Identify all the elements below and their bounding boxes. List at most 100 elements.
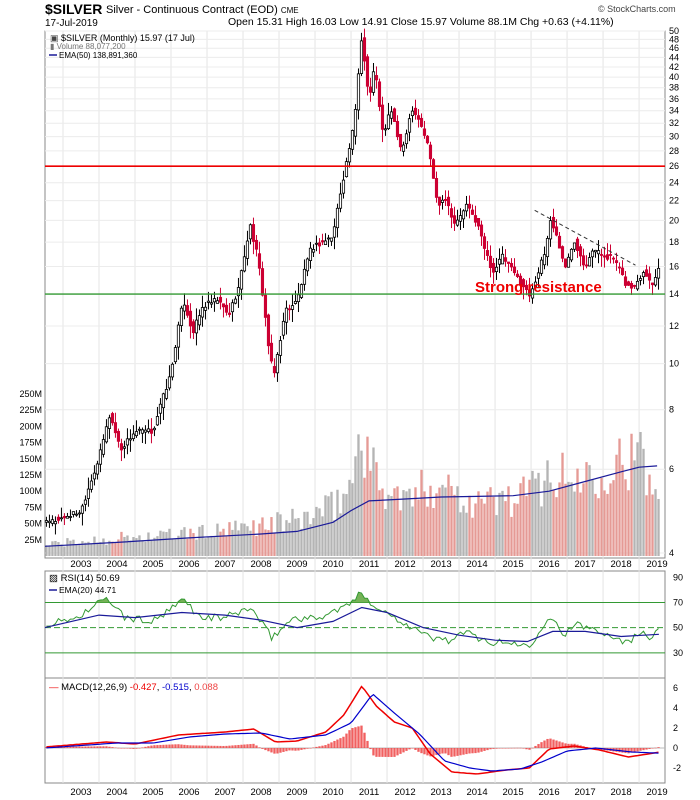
year-label-bottom: 2012: [394, 787, 415, 798]
candle-body: [305, 258, 310, 272]
macd-histogram-bar: [546, 738, 549, 748]
volume-bar: [501, 490, 504, 556]
price-legend-text: $SILVER (Monthly) 15.97 (17 Jul): [61, 33, 195, 43]
macd-histogram-bar: [525, 748, 528, 750]
macd-histogram-bar: [327, 743, 330, 748]
candle-body: [140, 429, 145, 434]
volume-bar: [93, 536, 96, 556]
macd-histogram-bar: [75, 746, 78, 748]
volume-bar: [381, 488, 384, 556]
candle-body: [317, 242, 322, 247]
volume-bar: [336, 489, 339, 556]
volume-bar: [570, 482, 573, 556]
macd-histogram-bar: [411, 748, 414, 749]
year-label-mid: 2010: [322, 559, 343, 570]
volume-bar: [183, 527, 186, 556]
candle-body: [482, 236, 487, 249]
volume-bar: [300, 528, 303, 556]
volume-bar: [513, 503, 516, 556]
volume-bar: [180, 529, 183, 556]
volume-bar: [261, 517, 264, 556]
macd-histogram-bar: [324, 745, 327, 748]
candle-body: [593, 249, 598, 253]
macd-histogram-bar: [627, 748, 630, 754]
macd-histogram-bar: [537, 744, 540, 748]
price-tick-label: 22: [669, 196, 679, 206]
year-label-bottom: 2008: [250, 787, 271, 798]
volume-bar: [186, 538, 189, 556]
macd-histogram-bar: [129, 748, 132, 749]
volume-bar: [162, 531, 165, 556]
rsi-tick-label: 30: [673, 648, 683, 658]
volume-bar: [429, 485, 432, 556]
volume-bar: [636, 442, 639, 556]
price-tick-label: 8: [669, 405, 674, 415]
volume-bar: [567, 481, 570, 556]
volume-bar: [126, 535, 129, 556]
year-label-mid: 2007: [214, 559, 235, 570]
price-tick-label: 6: [669, 464, 674, 474]
macd-histogram-bar: [489, 748, 492, 750]
macd-histogram-bar: [90, 746, 93, 748]
volume-bar: [87, 541, 90, 556]
volume-bar: [483, 503, 486, 556]
candle-body: [455, 219, 460, 226]
candle-body: [80, 505, 85, 514]
axes: 4681012141618202224262830323436384042444…: [19, 26, 679, 558]
volume-bar: [474, 503, 477, 556]
volume-bar: [312, 518, 315, 556]
candle-body: [179, 307, 184, 326]
candle-body: [188, 310, 193, 327]
year-label-bottom: 2007: [214, 787, 235, 798]
volume-bar: [426, 506, 429, 556]
candle-body: [647, 273, 652, 281]
macd-histogram-bar: [201, 745, 204, 748]
macd-histogram-bar: [378, 748, 381, 757]
candle-body: [224, 304, 229, 313]
macd-histogram-bar: [273, 748, 276, 754]
price-tick-label: 16: [669, 261, 679, 271]
candle-body: [167, 376, 172, 389]
volume-bar: [321, 516, 324, 556]
volume-bar: [654, 489, 657, 556]
macd-histogram-bar: [561, 742, 564, 748]
volume-bar: [192, 533, 195, 556]
volume-bar: [555, 497, 558, 556]
candle-body: [155, 416, 160, 426]
candle-body: [302, 268, 307, 285]
candle-body: [449, 208, 454, 218]
volume-bar: [63, 546, 66, 556]
macd-histogram-bar: [123, 748, 126, 749]
volume-bar: [147, 532, 150, 556]
macd-histogram-bar: [369, 748, 372, 750]
macd-histogram-bar: [621, 748, 624, 753]
candle-body: [443, 199, 448, 201]
candle-body: [101, 439, 106, 455]
macd-histogram-bar: [357, 726, 360, 748]
rsi-line: [46, 591, 659, 648]
candle-body: [278, 340, 283, 356]
candle-body: [191, 321, 196, 334]
volume-bar: [120, 531, 123, 556]
candle-body: [605, 254, 610, 260]
macd-histogram-bar: [318, 746, 321, 748]
candle-body: [173, 347, 178, 363]
volume-bar: [549, 482, 552, 556]
macd-signal-line: [46, 693, 659, 772]
volume-bar: [573, 491, 576, 556]
macd-histogram-bar: [366, 740, 369, 748]
macd-histogram-bar: [156, 745, 159, 748]
volume-bar: [363, 477, 366, 556]
candle-body: [326, 237, 331, 240]
candle-body: [197, 315, 202, 326]
volume-bar: [81, 541, 84, 556]
candle-body: [380, 104, 385, 130]
volume-bar: [339, 513, 342, 556]
macd-histogram-bar: [399, 748, 402, 754]
macd-histogram-bar: [105, 746, 108, 748]
macd-histogram-bar: [552, 739, 555, 748]
ticker-symbol: $SILVER: [45, 1, 103, 17]
macd-histogram-bar: [279, 748, 282, 753]
macd-histogram-bar: [81, 746, 84, 748]
macd-histogram-bar: [375, 748, 378, 757]
